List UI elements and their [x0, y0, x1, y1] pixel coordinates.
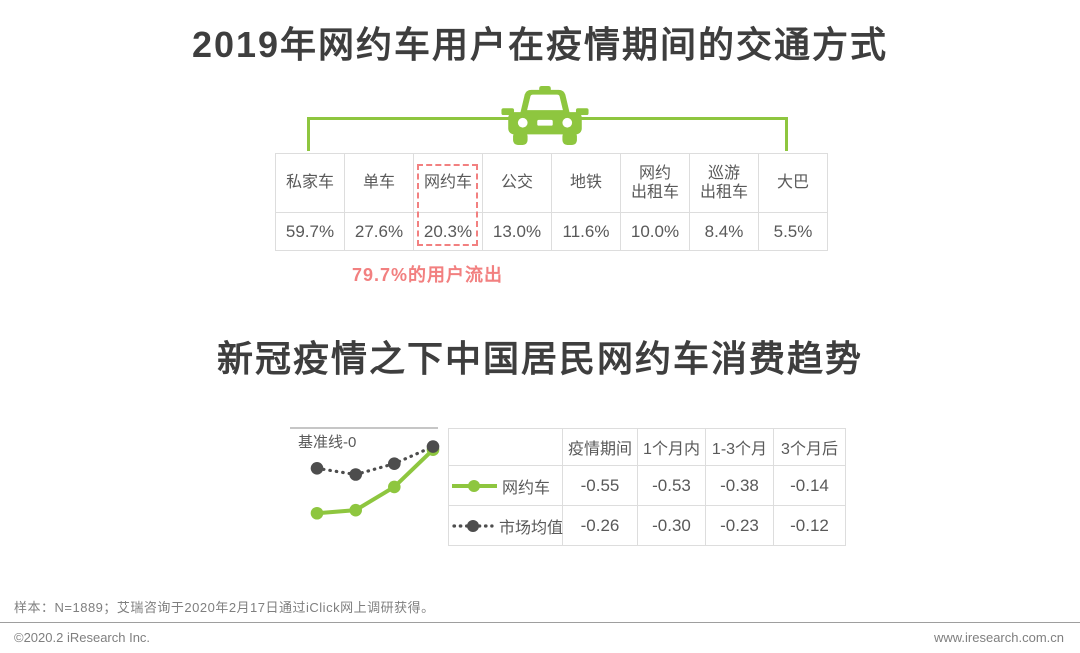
section1-title: 2019年网约车用户在疫情期间的交通方式 — [191, 24, 889, 65]
trend-table: 疫情期间 1个月内 1-3个月 3个月后 网约车 -0.55 -0.53 -0.… — [448, 428, 846, 546]
col-online-taxi: 网约 出租车 — [620, 153, 690, 213]
ridehailing-legend: 网约车 — [449, 474, 562, 498]
col-epidemic-period: 疫情期间 — [562, 428, 638, 466]
section2-title: 新冠疫情之下中国居民网约车消费趋势 — [216, 338, 863, 379]
transport-mode-table: 私家车 单车 网约车 公交 地铁 网约 出租车 巡游 出租车 大巴 59.7% … — [275, 153, 828, 251]
col-bus: 公交 — [482, 153, 552, 213]
market-1-3months: -0.23 — [705, 505, 774, 546]
outflow-annotation: 79.7%的用户流出 — [352, 265, 504, 285]
col-subway: 地铁 — [551, 153, 621, 213]
col-private-car: 私家车 — [275, 153, 345, 213]
val-coach: 5.5% — [758, 212, 828, 251]
col-bicycle: 单车 — [344, 153, 414, 213]
trend-row-ridehailing: 网约车 -0.55 -0.53 -0.38 -0.14 — [448, 465, 846, 506]
trend-row-market-average: 市场均值 -0.26 -0.30 -0.23 -0.12 — [448, 505, 846, 546]
market-epidemic: -0.26 — [562, 505, 638, 546]
highlight-dashed-box — [417, 164, 478, 246]
legend-header-empty — [448, 428, 563, 466]
col-ridehailing: 网约车 — [413, 153, 483, 213]
ridehailing-after3months: -0.14 — [773, 465, 846, 506]
val-online-taxi: 10.0% — [620, 212, 690, 251]
col-within-1-month: 1个月内 — [637, 428, 706, 466]
footer-divider — [0, 622, 1080, 623]
val-private-car: 59.7% — [275, 212, 345, 251]
trend-chart-svg — [290, 427, 440, 520]
transport-header-row: 私家车 单车 网约车 公交 地铁 网约 出租车 巡游 出租车 大巴 — [275, 153, 828, 213]
green-solid-line-marker-icon — [452, 479, 497, 492]
sample-note: 样本：N=1889；艾瑞咨询于2020年2月17日通过iClick网上调研获得。 — [14, 600, 435, 615]
ridehailing-1month: -0.53 — [637, 465, 706, 506]
col-cruising-taxi: 巡游 出租车 — [689, 153, 759, 213]
val-subway: 11.6% — [551, 212, 621, 251]
trend-header-row: 疫情期间 1个月内 1-3个月 3个月后 — [448, 428, 846, 466]
website-url: www.iresearch.com.cn — [933, 630, 1064, 645]
market-average-legend-label: 市场均值 — [499, 519, 564, 537]
val-cruising-taxi: 8.4% — [689, 212, 759, 251]
market-after3months: -0.12 — [773, 505, 846, 546]
trend-chart: 基准线-0 — [290, 424, 440, 546]
baseline-label: 基准线-0 — [298, 434, 357, 451]
transport-value-row: 59.7% 27.6% 20.3% 13.0% 11.6% 10.0% 8.4%… — [275, 212, 828, 251]
ridehailing-1-3months: -0.38 — [705, 465, 774, 506]
col-after-3-months: 3个月后 — [773, 428, 846, 466]
col-coach: 大巴 — [758, 153, 828, 213]
val-bicycle: 27.6% — [344, 212, 414, 251]
col-1-3-months: 1-3个月 — [705, 428, 774, 466]
market-1month: -0.30 — [637, 505, 706, 546]
ridehailing-epidemic: -0.55 — [562, 465, 638, 506]
dark-dotted-line-marker-icon — [452, 519, 494, 532]
val-bus: 13.0% — [482, 212, 552, 251]
ridehailing-legend-label: 网约车 — [502, 479, 551, 497]
market-average-legend: 市场均值 — [449, 514, 564, 538]
car-icon — [501, 85, 589, 145]
copyright: ©2020.2 iResearch Inc. — [14, 630, 151, 645]
